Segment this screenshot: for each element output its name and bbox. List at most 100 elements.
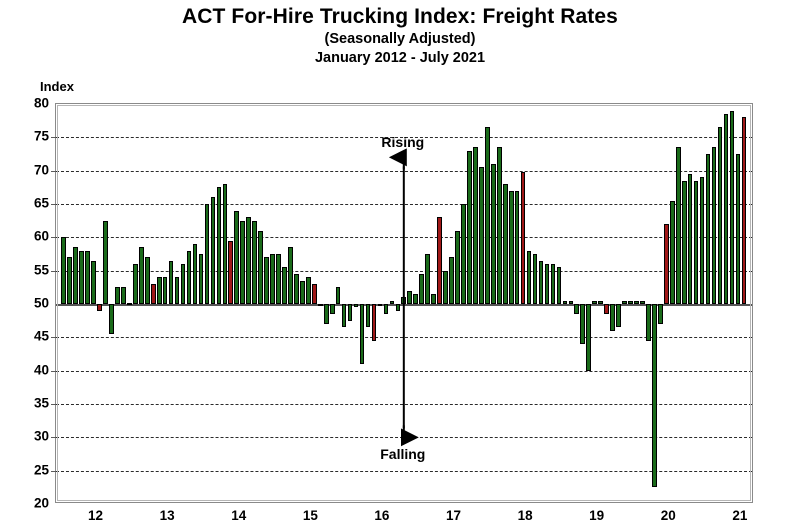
bar <box>73 247 78 304</box>
x-tick-label: 20 <box>660 508 676 523</box>
y-tick-label: 50 <box>33 295 49 311</box>
bar <box>210 197 216 304</box>
y-tick-label: 60 <box>33 228 49 244</box>
bar <box>652 304 657 488</box>
y-tick-label: 80 <box>33 95 49 111</box>
chart-period-label: January 2012 - July 2021 <box>314 50 486 66</box>
page-title: ACT For-Hire Trucking Index: Freight Rat… <box>182 5 618 28</box>
bar <box>729 110 735 304</box>
bar <box>121 287 126 304</box>
bar <box>389 300 395 304</box>
bar <box>711 147 717 304</box>
x-tick-label: 15 <box>302 508 318 523</box>
gridline <box>56 137 752 139</box>
bar <box>365 304 371 328</box>
bar <box>407 290 413 304</box>
bar <box>329 304 335 314</box>
bar <box>532 254 538 304</box>
bar <box>687 174 693 304</box>
bar <box>109 304 114 334</box>
bar <box>180 264 186 304</box>
bar <box>467 150 472 304</box>
bar <box>496 147 502 304</box>
y-tick-mark <box>51 170 56 172</box>
bar <box>234 210 240 304</box>
bar <box>735 154 741 304</box>
bar <box>317 304 323 306</box>
bar <box>353 304 359 308</box>
bar <box>144 257 150 304</box>
bar <box>246 217 251 304</box>
bar <box>103 220 108 304</box>
bar <box>479 167 484 304</box>
x-tick-label: 13 <box>159 508 175 523</box>
bar <box>574 304 580 314</box>
bar <box>347 304 353 321</box>
bar <box>276 254 281 304</box>
bar <box>264 257 269 304</box>
gridline <box>56 470 752 472</box>
bar <box>681 180 687 304</box>
bar <box>359 304 365 364</box>
bar <box>91 260 96 304</box>
bar <box>562 300 568 304</box>
bar <box>693 180 699 304</box>
bar <box>216 187 222 304</box>
bar <box>741 117 747 304</box>
bar <box>598 300 603 304</box>
x-tick-label: 14 <box>231 508 247 523</box>
bar <box>592 300 598 304</box>
bar <box>431 294 436 304</box>
bar <box>294 274 299 304</box>
bar <box>568 300 574 304</box>
rising-falling-arrow <box>388 148 419 447</box>
bar <box>580 304 586 344</box>
bar <box>622 300 627 304</box>
bar <box>443 270 448 304</box>
bar <box>335 287 341 304</box>
bar <box>133 264 138 304</box>
bar <box>306 277 311 304</box>
y-tick-label: 55 <box>33 262 49 278</box>
bar <box>323 304 329 324</box>
bar <box>669 200 675 304</box>
bar <box>640 300 645 304</box>
bar <box>455 230 460 304</box>
falling-annotation-label: Falling <box>380 446 426 463</box>
bar <box>204 204 210 304</box>
y-tick-label: 25 <box>33 462 49 478</box>
bar <box>252 220 257 304</box>
chart-subtitle: (Seasonally Adjusted) <box>324 31 476 47</box>
x-tick-label: 17 <box>446 508 462 523</box>
bar <box>270 254 275 304</box>
chart-title-block: ACT For-Hire Trucking Index: Freight Rat… <box>0 4 800 68</box>
bar <box>222 184 228 304</box>
bar <box>228 240 234 304</box>
bar <box>97 304 102 311</box>
bar-series <box>56 104 752 502</box>
bar <box>520 172 526 304</box>
bar <box>150 284 156 304</box>
bar <box>508 190 514 304</box>
bar <box>311 284 317 304</box>
y-tick-label: 20 <box>33 495 49 511</box>
y-tick-mark <box>51 270 56 272</box>
x-tick-label: 21 <box>732 508 748 523</box>
x-tick-label: 16 <box>374 508 390 523</box>
bar <box>437 217 442 304</box>
bar <box>67 257 73 304</box>
y-tick-mark <box>51 337 56 339</box>
bar <box>425 254 430 304</box>
bar <box>705 154 711 304</box>
bar <box>449 257 454 304</box>
bar <box>675 147 681 304</box>
bar <box>395 304 401 311</box>
x-tick-label: 18 <box>517 508 533 523</box>
bar <box>156 277 162 304</box>
bar <box>413 294 419 304</box>
y-axis-title: Index <box>40 79 74 94</box>
bar <box>186 250 192 304</box>
y-tick-mark <box>51 437 56 439</box>
y-tick-label: 70 <box>33 162 49 178</box>
